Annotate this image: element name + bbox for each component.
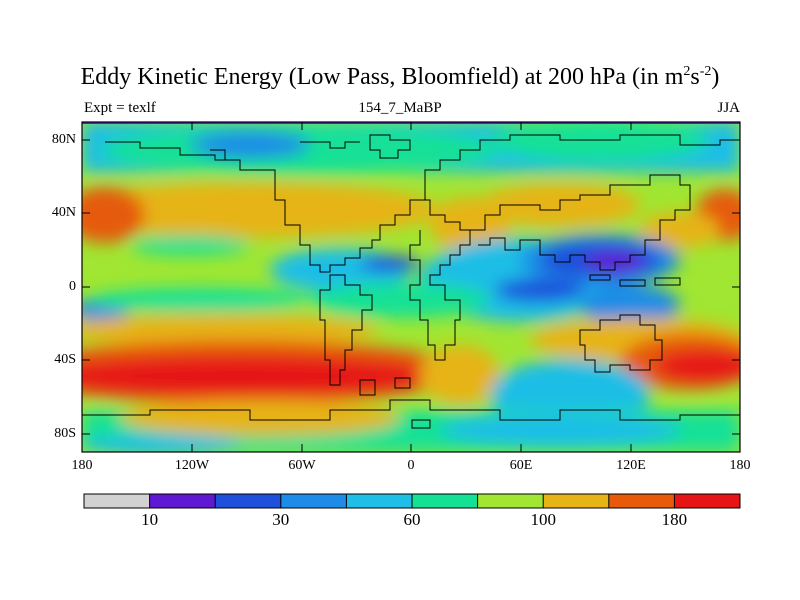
energy-field xyxy=(82,122,740,452)
lon-label-180w: 180 xyxy=(71,458,93,473)
colorbar-label-10: 10 xyxy=(141,510,159,529)
experiment-label: Expt = texlf xyxy=(84,100,156,116)
lat-label-0: 0 xyxy=(69,279,76,294)
colorbar-swatch-3 xyxy=(215,494,281,508)
colorbar-swatch-6 xyxy=(412,494,478,508)
lon-label-0: 0 xyxy=(407,458,415,473)
colorbar-swatch-1 xyxy=(84,494,150,508)
lon-label-120e: 120E xyxy=(616,458,646,473)
lat-label-40n: 40N xyxy=(51,205,76,220)
colorbar-swatch-10 xyxy=(674,494,740,508)
colorbar-label-180: 180 xyxy=(661,510,688,529)
lat-label-80s: 80S xyxy=(54,426,76,441)
lon-label-60w: 60W xyxy=(288,458,316,473)
colorbar-swatch-9 xyxy=(608,494,675,508)
colorbar-label-100: 100 xyxy=(530,510,556,529)
colorbar-swatch-2 xyxy=(149,494,216,508)
lon-label-180e: 180 xyxy=(729,458,751,473)
colorbar-swatch-8 xyxy=(543,494,609,508)
lat-label-40s: 40S xyxy=(54,352,76,367)
axis-ticks xyxy=(82,122,740,452)
colorbar-label-30: 30 xyxy=(272,510,290,529)
colorbar xyxy=(83,493,741,509)
colorbar-swatch-4 xyxy=(280,494,347,508)
colorbar-swatch-5 xyxy=(346,494,412,508)
lon-label-120w: 120W xyxy=(174,458,210,473)
colorbar-label-60: 60 xyxy=(403,510,421,529)
lat-label-80n: 80N xyxy=(51,132,76,147)
chart-title: Eddy Kinetic Energy (Low Pass, Bloomfiel… xyxy=(80,64,720,90)
run-id-label: 154_7_MaBP xyxy=(358,100,442,116)
coastlines xyxy=(82,134,740,429)
lon-label-60e: 60E xyxy=(509,458,533,473)
season-label: JJA xyxy=(717,100,740,116)
colorbar-swatch-7 xyxy=(477,494,544,508)
